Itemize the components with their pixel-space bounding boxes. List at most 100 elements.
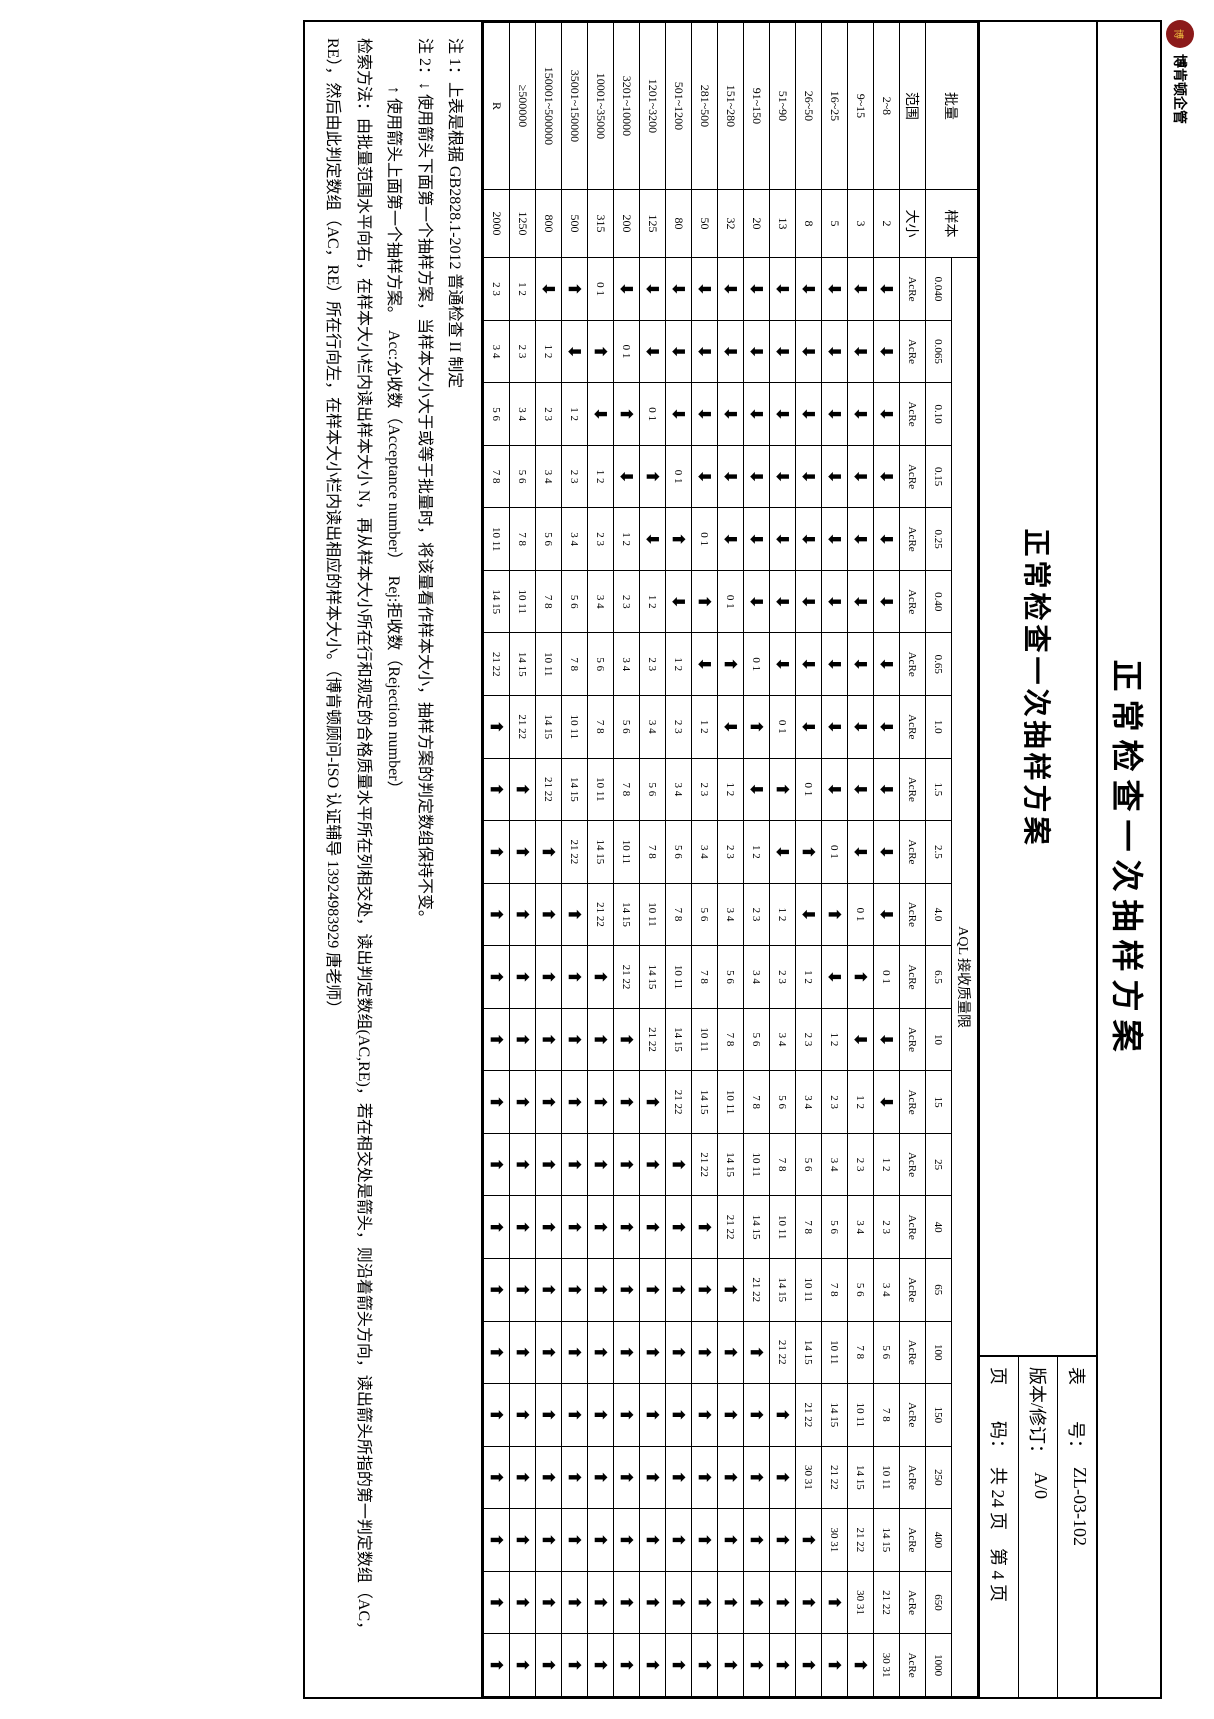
aql-cell: ⬆ bbox=[588, 1133, 614, 1196]
aql-cell: ⬆ bbox=[510, 883, 536, 946]
version-label: 版本/修订： bbox=[1025, 1367, 1051, 1462]
aql-cell: ⬆ bbox=[510, 1258, 536, 1321]
aql-cell: ⬆ bbox=[640, 1321, 666, 1384]
aql-cell: ⬇ bbox=[640, 508, 666, 571]
col-range: 范围 bbox=[900, 23, 926, 190]
acre-header-21: AcRe bbox=[900, 1571, 926, 1634]
aql-cell: ⬆ bbox=[536, 1446, 562, 1509]
aql-cell: 1 2 bbox=[536, 320, 562, 383]
aql-cell: ⬇ bbox=[770, 570, 796, 633]
range-cell: 150001~500000 bbox=[536, 23, 562, 190]
aql-cell: ⬆ bbox=[796, 1571, 822, 1634]
aql-level-16: 65 bbox=[926, 1258, 952, 1321]
aql-level-19: 250 bbox=[926, 1446, 952, 1509]
aql-cell: 7 8 bbox=[666, 883, 692, 946]
aql-cell: ⬇ bbox=[874, 1071, 900, 1134]
table-row: 281~50050⬇⬇⬇⬇0 1⬆⬇1 22 33 45 67 810 1114… bbox=[692, 23, 718, 1697]
aql-cell: ⬆ bbox=[822, 1634, 848, 1697]
aql-cell: 1 2 bbox=[718, 758, 744, 821]
aql-cell: 10 11 bbox=[614, 821, 640, 884]
range-cell: 26~50 bbox=[796, 23, 822, 190]
aql-cell: ⬇ bbox=[692, 445, 718, 508]
col-sample: 样本 bbox=[926, 189, 978, 257]
aql-cell: ⬆ bbox=[692, 1509, 718, 1572]
n-cell: 500 bbox=[562, 189, 588, 257]
aql-cell: 10 11 bbox=[848, 1384, 874, 1447]
aql-cell: 14 15 bbox=[562, 758, 588, 821]
aql-cell: ⬆ bbox=[666, 1133, 692, 1196]
aql-cell: ⬆ bbox=[510, 821, 536, 884]
aql-cell: 3 4 bbox=[822, 1133, 848, 1196]
aql-cell: ⬆ bbox=[536, 821, 562, 884]
aql-cell: ⬆ bbox=[718, 633, 744, 696]
acre-header-11: AcRe bbox=[900, 946, 926, 1009]
aql-table-wrap: 批量样本AQL 接收质量限0.0400.0650.100.150.250.400… bbox=[481, 20, 978, 1699]
aql-cell: 21 22 bbox=[718, 1196, 744, 1259]
aql-cell: ⬆ bbox=[536, 1571, 562, 1634]
aql-cell: ⬆ bbox=[614, 1133, 640, 1196]
acre-header-20: AcRe bbox=[900, 1509, 926, 1572]
aql-cell: ⬇ bbox=[770, 821, 796, 884]
range-cell: 10001~35000 bbox=[588, 23, 614, 190]
aql-cell: 10 11 bbox=[796, 1258, 822, 1321]
aql-cell: ⬆ bbox=[510, 1509, 536, 1572]
aql-cell: 2 3 bbox=[666, 696, 692, 759]
aql-cell: 1 2 bbox=[796, 946, 822, 1009]
aql-cell: ⬇ bbox=[874, 258, 900, 321]
aql-level-20: 400 bbox=[926, 1509, 952, 1572]
aql-level-22: 1000 bbox=[926, 1634, 952, 1697]
aql-cell: ⬆ bbox=[640, 1571, 666, 1634]
aql-cell: 3 4 bbox=[848, 1196, 874, 1259]
aql-cell: 3 4 bbox=[770, 1008, 796, 1071]
aql-cell: ⬇ bbox=[796, 383, 822, 446]
aql-cell: ⬆ bbox=[614, 1571, 640, 1634]
subtitle: 正常检查一次抽样方案 bbox=[980, 22, 1096, 1357]
aql-cell: ⬇ bbox=[874, 758, 900, 821]
range-cell: 1201~3200 bbox=[640, 23, 666, 190]
aql-cell: ⬆ bbox=[536, 1008, 562, 1071]
version-row: 版本/修订： A/0 bbox=[1018, 1357, 1057, 1697]
aql-cell: ⬆ bbox=[484, 1446, 510, 1509]
aql-cell: ⬆ bbox=[510, 1384, 536, 1447]
acre-header-22: AcRe bbox=[900, 1634, 926, 1697]
aql-cell: 2 3 bbox=[562, 445, 588, 508]
acre-header-4: AcRe bbox=[900, 508, 926, 571]
aql-cell: 14 15 bbox=[666, 1008, 692, 1071]
aql-cell: ⬇ bbox=[822, 445, 848, 508]
n-cell: 8 bbox=[796, 189, 822, 257]
aql-cell: 7 8 bbox=[822, 1258, 848, 1321]
aql-cell: ⬆ bbox=[484, 1571, 510, 1634]
aql-cell: ⬇ bbox=[692, 320, 718, 383]
aql-cell: ⬆ bbox=[484, 758, 510, 821]
aql-cell: ⬆ bbox=[770, 1384, 796, 1447]
acre-header-15: AcRe bbox=[900, 1196, 926, 1259]
aql-cell: ⬆ bbox=[822, 1571, 848, 1634]
aql-cell: ⬆ bbox=[770, 1634, 796, 1697]
aql-cell: ⬆ bbox=[614, 1071, 640, 1134]
aql-cell: ⬇ bbox=[848, 320, 874, 383]
aql-cell: 3 4 bbox=[692, 821, 718, 884]
aql-cell: 3 4 bbox=[588, 570, 614, 633]
page-label: 页 码： bbox=[986, 1367, 1012, 1457]
aql-cell: 30 31 bbox=[796, 1446, 822, 1509]
aql-cell: ⬆ bbox=[510, 1634, 536, 1697]
acre-header-0: AcRe bbox=[900, 258, 926, 321]
n-cell: 13 bbox=[770, 189, 796, 257]
aql-cell: ⬆ bbox=[562, 1571, 588, 1634]
aql-level-17: 100 bbox=[926, 1321, 952, 1384]
aql-cell: 10 11 bbox=[718, 1071, 744, 1134]
aql-cell: 1 2 bbox=[744, 821, 770, 884]
n-cell: 315 bbox=[588, 189, 614, 257]
aql-cell: 5 6 bbox=[848, 1258, 874, 1321]
aql-cell: ⬆ bbox=[718, 1634, 744, 1697]
aql-cell: ⬇ bbox=[874, 1008, 900, 1071]
aql-cell: 10 11 bbox=[744, 1133, 770, 1196]
acre-header-2: AcRe bbox=[900, 383, 926, 446]
aql-cell: 0 1 bbox=[744, 633, 770, 696]
aql-cell: ⬇ bbox=[718, 383, 744, 446]
aql-cell: 2 3 bbox=[796, 1008, 822, 1071]
aql-cell: ⬇ bbox=[796, 258, 822, 321]
aql-cell: ⬆ bbox=[588, 1509, 614, 1572]
range-cell: R bbox=[484, 23, 510, 190]
range-cell: 3201~10000 bbox=[614, 23, 640, 190]
